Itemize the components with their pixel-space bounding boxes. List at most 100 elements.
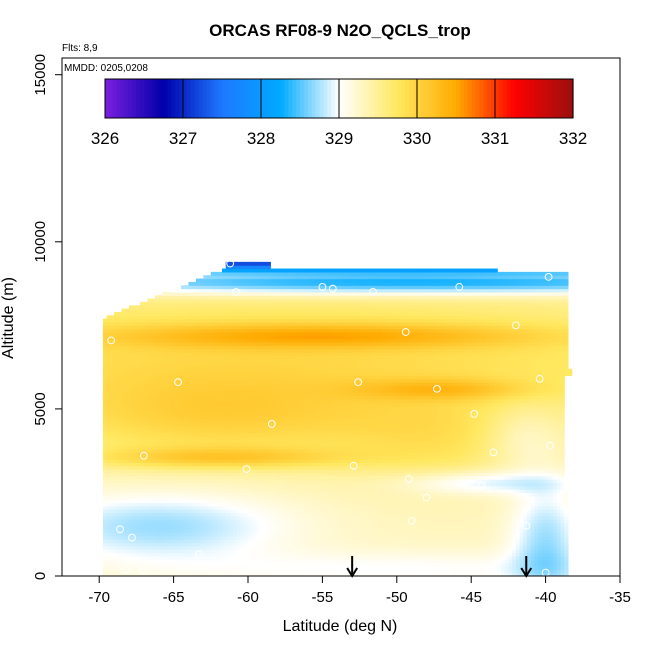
field-cell xyxy=(251,355,257,360)
field-cell xyxy=(199,415,204,420)
field-cell xyxy=(218,569,223,574)
field-cell xyxy=(244,515,249,520)
field-cell xyxy=(121,549,126,554)
field-cell xyxy=(221,462,227,467)
field-cell xyxy=(300,445,305,450)
field-cell xyxy=(173,422,178,427)
field-cell xyxy=(218,499,223,504)
field-cell xyxy=(158,432,164,437)
field-cell xyxy=(158,532,164,537)
field-cell xyxy=(114,355,119,360)
field-cell xyxy=(236,445,242,450)
field-cell xyxy=(311,438,316,443)
field-cell xyxy=(270,398,275,403)
field-cell xyxy=(218,301,223,306)
field-cell xyxy=(173,485,178,490)
field-cell xyxy=(162,549,167,554)
field-cell xyxy=(296,479,301,484)
field-cell xyxy=(155,462,160,467)
field-cell xyxy=(162,525,167,530)
field-cell xyxy=(143,355,149,360)
field-cell xyxy=(132,505,137,510)
field-cell xyxy=(199,422,204,427)
field-cell xyxy=(285,268,290,273)
field-cell xyxy=(248,395,253,400)
field-cell xyxy=(173,382,178,387)
field-cell xyxy=(236,555,242,560)
field-cell xyxy=(296,355,301,360)
field-cell xyxy=(207,562,212,567)
field-cell xyxy=(277,532,283,537)
field-cell xyxy=(128,325,134,330)
field-cell xyxy=(221,505,227,510)
field-cell xyxy=(225,445,230,450)
field-cell xyxy=(132,479,137,484)
field-cell xyxy=(270,275,275,280)
field-cell xyxy=(184,328,190,333)
field-cell xyxy=(121,505,126,510)
field-cell xyxy=(274,505,279,510)
field-cell xyxy=(169,479,175,484)
field-cell xyxy=(225,428,230,433)
field-cell xyxy=(307,288,312,293)
field-cell xyxy=(188,489,193,494)
field-cell xyxy=(140,485,145,490)
field-cell xyxy=(270,485,275,490)
field-cell xyxy=(195,499,201,504)
field-cell xyxy=(300,285,305,290)
field-cell xyxy=(121,418,126,423)
field-cell xyxy=(121,375,126,380)
field-cell xyxy=(225,519,230,524)
field-cell xyxy=(210,422,216,427)
field-cell xyxy=(114,535,119,540)
field-cell xyxy=(244,529,249,534)
field-cell xyxy=(262,482,268,487)
field-cell xyxy=(221,365,227,370)
field-cell xyxy=(248,418,253,423)
field-cell xyxy=(125,392,130,397)
field-cell xyxy=(218,428,223,433)
field-cell xyxy=(288,535,294,540)
field-cell xyxy=(296,402,301,407)
field-cell xyxy=(292,285,297,290)
field-cell xyxy=(158,298,164,303)
field-cell xyxy=(218,355,223,360)
field-cell xyxy=(147,335,152,340)
field-cell xyxy=(296,425,301,430)
field-cell xyxy=(147,455,152,460)
field-cell xyxy=(274,569,279,574)
field-cell xyxy=(244,479,249,484)
field-cell xyxy=(158,301,164,306)
field-cell xyxy=(307,445,312,450)
field-cell xyxy=(162,452,167,457)
field-cell xyxy=(151,345,156,350)
field-cell xyxy=(140,345,145,350)
field-cell xyxy=(281,505,286,510)
field-cell xyxy=(184,515,190,520)
field-cell xyxy=(221,395,227,400)
field-cell xyxy=(147,559,152,564)
field-cell xyxy=(225,452,230,457)
field-cell xyxy=(114,529,119,534)
field-cell xyxy=(225,542,230,547)
field-cell xyxy=(229,352,234,357)
field-cell xyxy=(288,365,294,370)
field-cell xyxy=(166,522,171,527)
field-cell xyxy=(140,495,145,500)
field-cell xyxy=(181,505,186,510)
field-cell xyxy=(162,512,167,517)
field-cell xyxy=(132,445,137,450)
field-cell xyxy=(195,495,201,500)
field-cell xyxy=(203,395,208,400)
field-cell xyxy=(195,378,201,383)
field-cell xyxy=(225,415,230,420)
field-cell xyxy=(207,512,212,517)
field-cell xyxy=(166,512,171,517)
field-cell xyxy=(277,549,283,554)
field-cell xyxy=(173,482,178,487)
field-cell xyxy=(121,368,126,373)
field-cell xyxy=(184,485,190,490)
field-cell xyxy=(300,565,305,570)
field-cell xyxy=(288,275,294,280)
field-cell xyxy=(262,382,268,387)
